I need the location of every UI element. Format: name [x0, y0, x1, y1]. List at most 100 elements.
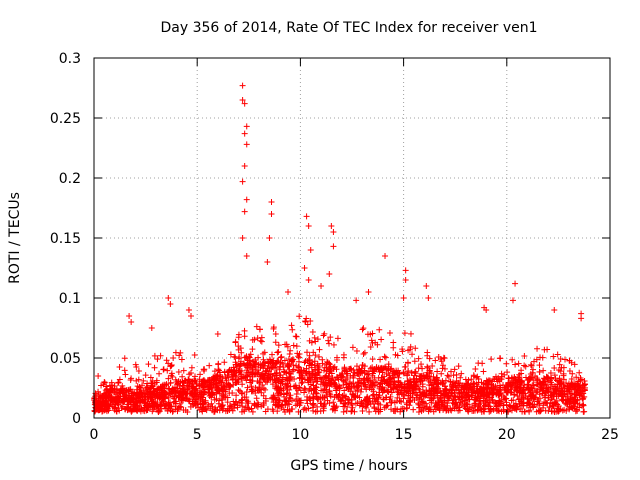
data-point [174, 380, 181, 387]
data-point [243, 388, 250, 395]
data-point [168, 361, 175, 368]
data-point [148, 325, 155, 331]
data-point [248, 383, 255, 390]
data-point [578, 390, 585, 397]
data-point [272, 339, 279, 346]
data-point [179, 382, 186, 389]
data-point [165, 394, 172, 401]
data-point [347, 372, 354, 379]
data-point [151, 364, 158, 371]
data-point [142, 372, 149, 379]
data-point [395, 389, 402, 396]
data-point [258, 338, 265, 345]
data-point [530, 358, 537, 365]
data-point [540, 367, 547, 374]
data-point [522, 390, 529, 397]
data-point [343, 368, 350, 375]
data-point [184, 385, 191, 392]
data-point [150, 400, 157, 407]
data-point [484, 384, 491, 391]
data-point [543, 400, 550, 407]
data-point [549, 402, 556, 409]
data-point [210, 381, 217, 388]
data-point [434, 374, 441, 381]
data-point [96, 395, 103, 402]
data-point [109, 396, 116, 403]
data-point [105, 394, 112, 401]
data-point [565, 380, 572, 387]
data-point [412, 370, 419, 377]
data-point [101, 379, 108, 385]
data-point [420, 390, 427, 397]
data-point [278, 404, 285, 411]
data-point [382, 354, 389, 361]
data-point [363, 404, 370, 411]
data-point [496, 390, 503, 397]
data-point [463, 400, 470, 407]
data-point [480, 392, 487, 399]
data-point [309, 329, 316, 336]
data-point [350, 391, 357, 398]
data-point [405, 360, 412, 367]
data-point [423, 387, 430, 394]
data-point [217, 374, 224, 381]
data-point [566, 368, 573, 375]
data-point [165, 295, 172, 301]
data-point [240, 360, 247, 367]
data-point [301, 265, 308, 271]
data-point [387, 393, 394, 400]
data-point [188, 313, 195, 319]
data-point [320, 394, 327, 401]
data-point [415, 400, 422, 407]
data-point [360, 401, 367, 408]
data-point [536, 362, 543, 369]
data-point [544, 346, 551, 353]
data-point [274, 349, 281, 356]
data-point [418, 408, 425, 415]
data-point [280, 391, 287, 398]
data-point [140, 377, 147, 384]
data-point [505, 408, 512, 415]
data-point [424, 349, 431, 356]
data-point [407, 343, 414, 350]
data-point [181, 377, 188, 384]
data-point [386, 330, 393, 337]
data-point [520, 387, 527, 394]
data-point [312, 338, 319, 345]
data-point [336, 391, 343, 398]
data-point [439, 378, 446, 385]
data-point [384, 388, 391, 395]
data-point [578, 315, 585, 322]
data-point [131, 389, 138, 396]
data-point [137, 397, 144, 404]
data-point [253, 402, 260, 409]
data-point [512, 404, 519, 411]
data-point [221, 369, 228, 376]
data-point [527, 361, 534, 368]
data-point [216, 379, 223, 386]
data-point [104, 393, 111, 400]
data-point [495, 407, 502, 414]
data-point [241, 208, 248, 215]
data-point [103, 401, 110, 408]
data-point [331, 407, 338, 414]
data-point [387, 386, 394, 393]
data-point [239, 82, 246, 89]
data-point [358, 398, 365, 405]
data-point [95, 373, 102, 379]
data-point [336, 385, 343, 392]
data-point [496, 397, 503, 404]
x-axis-label: GPS time / hours [290, 458, 407, 474]
data-point [113, 408, 120, 415]
data-point [525, 375, 532, 382]
data-point [227, 351, 234, 358]
data-point [353, 297, 360, 304]
data-point [292, 333, 299, 340]
data-point [187, 369, 194, 376]
data-point [451, 392, 458, 399]
data-point [116, 364, 123, 371]
data-point [206, 393, 213, 400]
data-point [201, 388, 208, 395]
data-point [167, 390, 174, 397]
